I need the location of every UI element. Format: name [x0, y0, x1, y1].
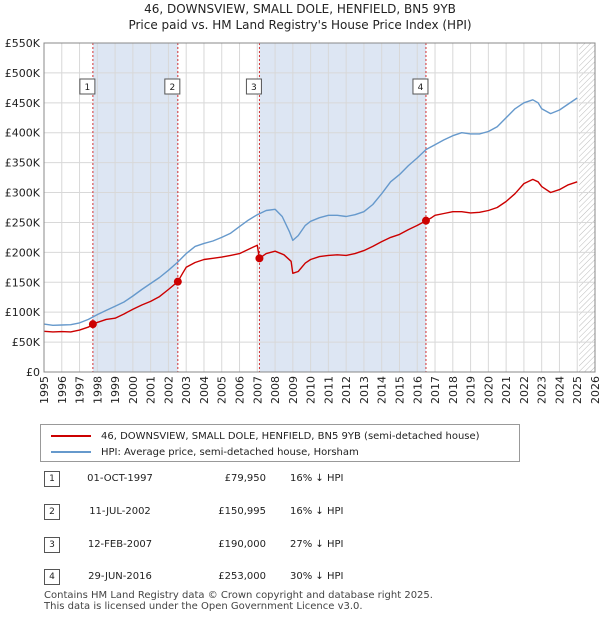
x-tick-label: 2025 [571, 376, 584, 404]
sale-point [255, 254, 264, 263]
legend-entry-property: 46, DOWNSVIEW, SMALL DOLE, HENFIELD, BN5… [51, 428, 480, 444]
x-tick-label: 2024 [553, 376, 566, 404]
sale-hpi-diff: 16% ↓ HPI [290, 473, 344, 484]
y-tick-label: £250K [5, 216, 41, 229]
sale-hpi-diff: 27% ↓ HPI [290, 539, 344, 550]
x-tick-label: 1998 [91, 376, 104, 404]
sale-hpi-diff: 16% ↓ HPI [290, 506, 344, 517]
x-tick-label: 2010 [305, 376, 318, 404]
sale-number: 4 [44, 569, 60, 585]
sale-number-label: 1 [85, 83, 91, 93]
x-tick-label: 2020 [482, 376, 495, 404]
x-tick-label: 2022 [518, 376, 531, 404]
x-tick-label: 2003 [180, 376, 193, 404]
x-tick-label: 2014 [376, 376, 389, 404]
sale-period-shade [92, 43, 178, 372]
chart-subtitle: Price paid vs. HM Land Registry's House … [128, 18, 472, 32]
y-tick-label: £0 [26, 366, 40, 379]
x-tick-label: 2023 [536, 376, 549, 404]
y-tick-label: £50K [12, 336, 41, 349]
footer-notice: Contains HM Land Registry data © Crown c… [44, 590, 433, 612]
x-tick-label: 2002 [162, 376, 175, 404]
price-chart: £0 £50K £100K £150K £200K £250K £300K £350K £400… [5, 37, 600, 404]
sale-number-label: 3 [251, 83, 257, 93]
forecast-hatch [579, 43, 595, 372]
x-tick-label: 2012 [340, 376, 353, 404]
x-tick-label: 2008 [269, 376, 282, 404]
sale-number-label: 4 [418, 83, 424, 93]
x-tick-label: 2017 [429, 376, 442, 404]
y-tick-label: £500K [5, 67, 41, 80]
y-tick-label: £100K [5, 306, 41, 319]
legend-swatch-property [51, 435, 91, 437]
sales-row: 2 11-JUL-2002 £150,995 16% ↓ HPI [0, 503, 600, 523]
sale-number: 3 [44, 537, 60, 553]
x-tick-label: 1997 [74, 376, 87, 404]
sale-price: £190,000 [218, 539, 266, 550]
y-tick-label: £350K [5, 157, 41, 170]
y-tick-label: £450K [5, 97, 41, 110]
x-tick-label: 2026 [589, 376, 600, 404]
legend-entry-hpi: HPI: Average price, semi-detached house,… [51, 444, 359, 460]
y-tick-label: £200K [5, 246, 41, 259]
series-line-hpi [43, 97, 578, 326]
sale-price: £79,950 [224, 473, 266, 484]
sale-price: £150,995 [218, 506, 266, 517]
x-tick-label: 2007 [251, 376, 264, 404]
x-tick-label: 1995 [38, 376, 51, 404]
sale-number: 1 [44, 471, 60, 487]
sale-price: £253,000 [218, 571, 266, 582]
x-tick-label: 1999 [109, 376, 122, 404]
x-tick-label: 2016 [411, 376, 424, 404]
legend-label-hpi: HPI: Average price, semi-detached house,… [101, 446, 359, 458]
x-tick-label: 2001 [145, 376, 158, 404]
x-tick-label: 2019 [465, 376, 478, 404]
sale-hpi-diff: 30% ↓ HPI [290, 571, 344, 582]
sale-period-shade [259, 43, 426, 372]
sale-number-box [164, 78, 181, 95]
chart-title: 46, DOWNSVIEW, SMALL DOLE, HENFIELD, BN5… [144, 2, 456, 16]
sale-number-label: 2 [169, 83, 175, 93]
sales-row: 4 29-JUN-2016 £253,000 30% ↓ HPI [0, 568, 600, 588]
sale-point [88, 320, 97, 329]
sale-point [421, 216, 430, 225]
x-tick-label: 2000 [127, 376, 140, 404]
x-tick-label: 1996 [56, 376, 69, 404]
y-tick-label: £300K [5, 187, 41, 200]
sale-date: 29-JUN-2016 [88, 571, 152, 582]
sales-row: 3 12-FEB-2007 £190,000 27% ↓ HPI [0, 536, 600, 556]
legend-label-property: 46, DOWNSVIEW, SMALL DOLE, HENFIELD, BN5… [101, 430, 480, 442]
y-tick-label: £400K [5, 127, 41, 140]
chart-legend: 46, DOWNSVIEW, SMALL DOLE, HENFIELD, BN5… [40, 424, 520, 462]
series-line-property [43, 178, 578, 333]
x-tick-label: 2018 [447, 376, 460, 404]
x-tick-label: 2013 [358, 376, 371, 404]
legend-swatch-hpi [51, 451, 91, 453]
sale-number: 2 [44, 504, 60, 520]
sale-number-box [412, 78, 429, 95]
sale-number-box [245, 78, 262, 95]
x-tick-label: 2011 [322, 376, 335, 404]
sale-point [173, 277, 182, 286]
sale-date: 11-JUL-2002 [89, 506, 151, 517]
y-tick-label: £550K [5, 37, 41, 50]
x-tick-label: 2005 [216, 376, 229, 404]
x-tick-label: 2009 [287, 376, 300, 404]
sale-number-box [79, 78, 96, 95]
plot-frame [43, 42, 596, 373]
sale-date: 12-FEB-2007 [87, 539, 153, 550]
footer-line-1: Contains HM Land Registry data © Crown c… [44, 590, 433, 601]
sale-date: 01-OCT-1997 [87, 473, 153, 484]
x-tick-label: 2006 [234, 376, 247, 404]
sales-row: 1 01-OCT-1997 £79,950 16% ↓ HPI [0, 470, 600, 490]
footer-line-2: This data is licensed under the Open Gov… [44, 601, 363, 612]
x-tick-label: 2004 [198, 376, 211, 404]
y-tick-label: £150K [5, 276, 41, 289]
x-tick-label: 2015 [393, 376, 406, 404]
x-tick-label: 2021 [500, 376, 513, 404]
